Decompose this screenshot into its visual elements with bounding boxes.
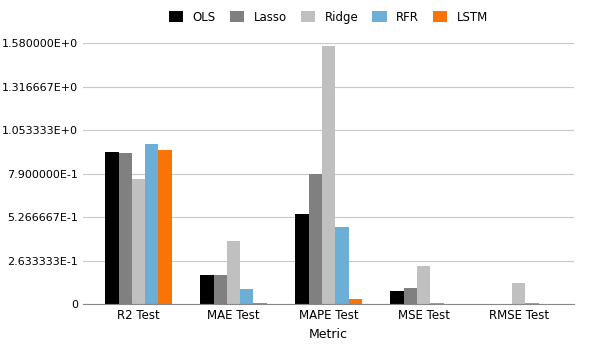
Bar — [132, 179, 145, 304]
Legend: OLS, Lasso, Ridge, RFR, LSTM: OLS, Lasso, Ridge, RFR, LSTM — [166, 7, 491, 27]
Bar — [308, 174, 322, 304]
Bar — [145, 144, 159, 304]
Bar — [349, 299, 362, 304]
Bar — [200, 275, 214, 304]
Bar — [295, 214, 308, 304]
Bar — [159, 150, 172, 304]
Bar — [525, 303, 539, 304]
Bar — [512, 283, 525, 304]
Bar — [335, 227, 349, 304]
Bar — [227, 241, 240, 304]
Bar — [430, 303, 443, 304]
Bar — [118, 153, 132, 304]
Bar — [240, 289, 253, 304]
Bar — [404, 288, 417, 304]
X-axis label: Metric: Metric — [309, 328, 348, 341]
Bar — [322, 46, 335, 304]
Bar — [390, 291, 404, 304]
Bar — [417, 266, 430, 304]
Bar — [105, 152, 118, 304]
Bar — [214, 275, 227, 304]
